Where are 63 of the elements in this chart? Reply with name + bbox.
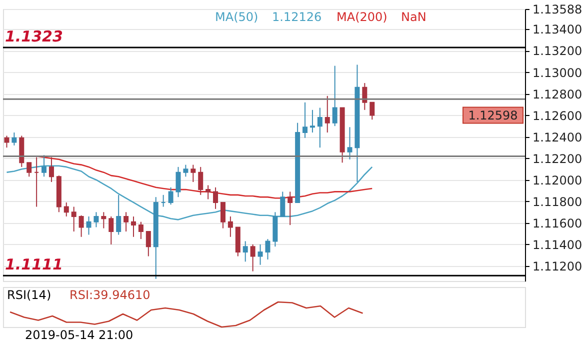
candlestick (183, 164, 188, 178)
text: MA(200) (336, 10, 388, 24)
y-tick-label: 1.13588 (532, 2, 582, 16)
candlestick (213, 186, 218, 210)
candlestick (324, 95, 330, 134)
candlestick (206, 184, 211, 200)
y-tick-label: 1.11200 (532, 259, 582, 274)
candlestick (258, 244, 263, 266)
candlestick (317, 107, 322, 148)
ref-line-label: 1.1111 (5, 256, 63, 274)
candlestick (78, 214, 84, 238)
y-tick-label: 1.12800 (532, 87, 582, 102)
candlestick (64, 202, 69, 217)
candlestick (250, 244, 256, 272)
y-tick-label: 1.12000 (532, 173, 582, 188)
y-tick-label: 1.11800 (532, 194, 582, 209)
y-tick-label: 1.13000 (532, 66, 582, 80)
candlestick (108, 216, 114, 245)
candlestick (288, 191, 293, 226)
candlestick (347, 126, 352, 160)
y-tick-label: 1.12600 (532, 108, 582, 123)
candlestick (101, 212, 106, 229)
candlestick (332, 65, 338, 127)
candlestick (94, 212, 99, 228)
candlestick (116, 194, 122, 236)
candlestick (124, 212, 129, 232)
candlestick (370, 102, 375, 120)
ref-line-label: 1.1323 (5, 28, 63, 46)
candlestick (280, 191, 286, 217)
y-tick-label: 1.12400 (532, 130, 582, 144)
candlestick (265, 238, 270, 260)
candlestick (42, 154, 47, 178)
candlestick (302, 102, 308, 138)
y-tick-label: 1.11600 (532, 216, 582, 230)
annotation: 1.12598 (468, 108, 518, 122)
candlestick (71, 206, 76, 232)
candlestick (86, 216, 92, 236)
candlestick (242, 240, 248, 262)
annotation: RSI:39.94610 (70, 288, 150, 302)
candlestick (190, 164, 196, 183)
candlestick (362, 82, 368, 110)
y-tick-label: 1.11400 (532, 238, 582, 252)
candlestick (138, 221, 144, 240)
candlestick (48, 156, 54, 183)
candlestick (131, 216, 136, 238)
candlestick (12, 132, 17, 146)
annotation: NaN (401, 10, 426, 24)
candlestick (176, 166, 181, 198)
annotation: 1.12126 (272, 10, 322, 24)
chart-title: RSI(14) (7, 288, 52, 302)
candlestick (4, 135, 10, 148)
candlestick (146, 231, 151, 257)
candlestick (168, 186, 174, 206)
text: 2019-05-14 21:00 (25, 328, 134, 341)
y-tick-label: 1.12200 (532, 152, 582, 166)
candlestick (26, 162, 32, 178)
y-tick-label: 1.13200 (532, 44, 582, 58)
y-tick-label: 1.13400 (532, 22, 582, 37)
candlestick (198, 166, 204, 196)
candlestick (220, 202, 226, 229)
candlestick (310, 109, 315, 134)
text: MA(50) (215, 10, 258, 24)
candlestick (228, 216, 233, 238)
